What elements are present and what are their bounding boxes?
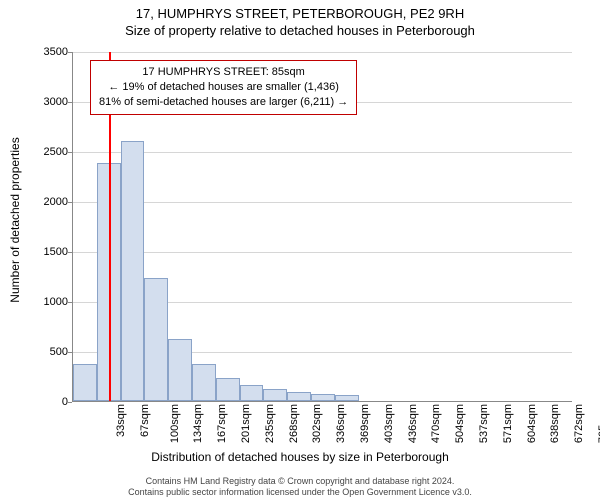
- x-tick-label: 235sqm: [264, 404, 276, 443]
- x-tick-label: 33sqm: [115, 404, 127, 437]
- y-tick-label: 0: [28, 396, 68, 408]
- info-box-line: 81% of semi-detached houses are larger (…: [99, 95, 348, 110]
- histogram-bar: [168, 339, 192, 401]
- x-axis-label: Distribution of detached houses by size …: [0, 450, 600, 464]
- y-tick-mark: [68, 202, 72, 203]
- y-axis-label: Number of detached properties: [8, 55, 22, 220]
- x-tick-label: 302sqm: [312, 404, 324, 443]
- histogram-bar: [73, 364, 97, 401]
- gridline: [73, 252, 572, 253]
- footer-line-1: Contains HM Land Registry data © Crown c…: [0, 476, 600, 487]
- y-tick-mark: [68, 52, 72, 53]
- histogram-bar: [192, 364, 216, 401]
- y-tick-mark: [68, 402, 72, 403]
- y-tick-label: 2500: [28, 146, 68, 158]
- y-tick-label: 500: [28, 346, 68, 358]
- x-tick-label: 470sqm: [431, 404, 443, 443]
- y-tick-label: 3500: [28, 46, 68, 58]
- y-tick-mark: [68, 302, 72, 303]
- y-tick-label: 2000: [28, 196, 68, 208]
- x-tick-label: 201sqm: [240, 404, 252, 443]
- gridline: [73, 52, 572, 53]
- attribution-footer: Contains HM Land Registry data © Crown c…: [0, 476, 600, 498]
- x-tick-label: 167sqm: [216, 404, 228, 443]
- gridline: [73, 202, 572, 203]
- histogram-bar: [335, 395, 359, 401]
- x-tick-label: 268sqm: [288, 404, 300, 443]
- title-line-1: 17, HUMPHRYS STREET, PETERBOROUGH, PE2 9…: [0, 6, 600, 21]
- y-tick-label: 1500: [28, 246, 68, 258]
- x-tick-label: 537sqm: [478, 404, 490, 443]
- y-tick-mark: [68, 352, 72, 353]
- title-block: 17, HUMPHRYS STREET, PETERBOROUGH, PE2 9…: [0, 6, 600, 38]
- y-tick-label: 1000: [28, 296, 68, 308]
- histogram-bar: [121, 141, 145, 401]
- x-tick-label: 436sqm: [407, 404, 419, 443]
- y-tick-mark: [68, 252, 72, 253]
- x-tick-label: 336sqm: [335, 404, 347, 443]
- y-tick-label: 3000: [28, 96, 68, 108]
- property-info-box: 17 HUMPHRYS STREET: 85sqm← 19% of detach…: [90, 60, 357, 115]
- x-tick-label: 134sqm: [192, 404, 204, 443]
- gridline: [73, 152, 572, 153]
- footer-line-2: Contains public sector information licen…: [0, 487, 600, 498]
- x-tick-label: 403sqm: [383, 404, 395, 443]
- x-tick-label: 67sqm: [139, 404, 151, 437]
- x-tick-label: 504sqm: [454, 404, 466, 443]
- y-tick-mark: [68, 152, 72, 153]
- x-tick-label: 100sqm: [169, 404, 181, 443]
- x-tick-label: 638sqm: [550, 404, 562, 443]
- histogram-bar: [311, 394, 335, 401]
- histogram-bar: [144, 278, 168, 401]
- x-tick-label: 571sqm: [502, 404, 514, 443]
- figure: 17, HUMPHRYS STREET, PETERBOROUGH, PE2 9…: [0, 0, 600, 500]
- info-box-line: 17 HUMPHRYS STREET: 85sqm: [99, 65, 348, 80]
- x-tick-label: 369sqm: [359, 404, 371, 443]
- title-line-2: Size of property relative to detached ho…: [0, 23, 600, 38]
- histogram-bar: [216, 378, 240, 401]
- histogram-bar: [240, 385, 264, 401]
- x-tick-label: 672sqm: [573, 404, 585, 443]
- histogram-bar: [287, 392, 311, 401]
- info-box-line: ← 19% of detached houses are smaller (1,…: [99, 80, 348, 95]
- histogram-bar: [263, 389, 287, 401]
- x-tick-label: 604sqm: [526, 404, 538, 443]
- y-tick-mark: [68, 102, 72, 103]
